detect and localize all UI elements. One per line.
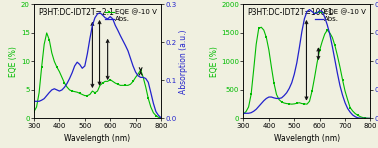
EQE @-10 V xyxy=(72,91,77,92)
EQE @-10 V xyxy=(126,85,130,86)
Abs. xyxy=(156,114,161,116)
Abs. xyxy=(70,72,74,74)
Abs. xyxy=(279,97,284,99)
EQE @-10 V xyxy=(118,85,122,86)
EQE @-10 V xyxy=(62,82,67,84)
Text: P3HT:DC-IDT2T=100:1: P3HT:DC-IDT2T=100:1 xyxy=(247,8,333,17)
EQE @-10 V xyxy=(259,26,263,28)
Abs. xyxy=(32,100,36,102)
Text: P3HT:DC-IDT2T=2:1: P3HT:DC-IDT2T=2:1 xyxy=(38,8,114,17)
Line: EQE @-10 V: EQE @-10 V xyxy=(242,26,372,120)
EQE @-10 V xyxy=(272,82,276,84)
EQE @-10 V xyxy=(282,102,287,104)
Abs. xyxy=(126,50,130,52)
EQE @-10 V xyxy=(32,111,36,112)
X-axis label: Wavelength (nm): Wavelength (nm) xyxy=(274,134,340,143)
Line: EQE @-10 V: EQE @-10 V xyxy=(33,32,162,119)
Abs. xyxy=(159,117,163,119)
Abs. xyxy=(60,89,64,91)
Abs. xyxy=(335,73,340,74)
Abs. xyxy=(366,118,370,119)
Abs. xyxy=(307,9,312,11)
EQE @-10 V xyxy=(45,32,49,34)
EQE @-10 V xyxy=(159,117,163,119)
EQE @-10 V xyxy=(366,117,370,119)
Abs. xyxy=(98,12,102,14)
EQE @-10 V xyxy=(156,116,161,118)
Line: Abs.: Abs. xyxy=(243,10,370,118)
EQE @-10 V xyxy=(284,103,289,104)
Abs. xyxy=(328,33,332,35)
Abs. xyxy=(72,65,77,67)
Y-axis label: Absorption (a.u.): Absorption (a.u.) xyxy=(179,29,188,94)
Legend: EQE @-10 V, Abs.: EQE @-10 V, Abs. xyxy=(314,8,367,23)
Line: Abs.: Abs. xyxy=(34,13,161,118)
X-axis label: Wavelength (nm): Wavelength (nm) xyxy=(64,134,130,143)
EQE @-10 V xyxy=(75,91,79,93)
Abs. xyxy=(269,96,274,98)
EQE @-10 V xyxy=(328,32,332,34)
Y-axis label: EQE (%): EQE (%) xyxy=(9,46,18,77)
Y-axis label: EQE (%): EQE (%) xyxy=(209,46,218,77)
EQE @-10 V xyxy=(241,113,246,115)
Abs. xyxy=(368,118,373,119)
Legend: EQE @-10 V, Abs.: EQE @-10 V, Abs. xyxy=(104,8,158,23)
EQE @-10 V xyxy=(368,118,373,119)
Abs. xyxy=(118,35,122,36)
Abs. xyxy=(361,118,365,119)
Abs. xyxy=(282,95,287,96)
EQE @-10 V xyxy=(335,55,340,57)
Abs. xyxy=(241,112,246,114)
